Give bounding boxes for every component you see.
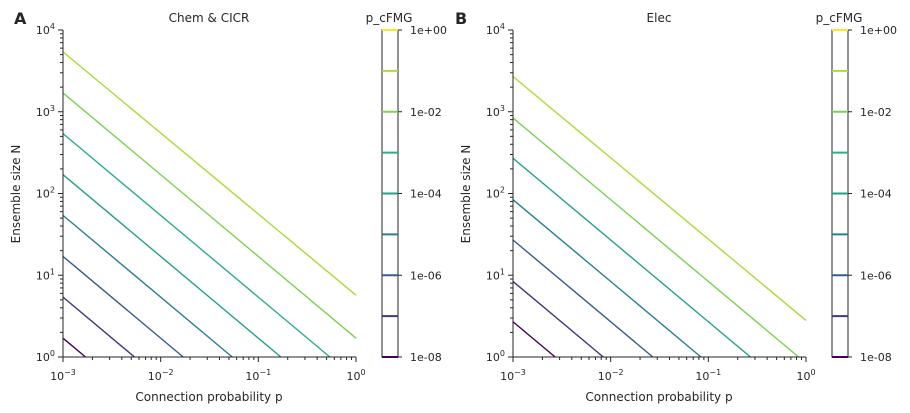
y-ticks-b: 100 101 102 103 104 — [486, 22, 513, 364]
x-tick-label-b-1: 10−2 — [598, 368, 624, 383]
colorbar-tick-label-b-3: 1e-06 — [860, 269, 892, 282]
y-axis-label-b: Ensemble size N — [459, 145, 473, 244]
y-tick-label-a-2: 102 — [36, 186, 55, 201]
x-tick-label-a-3: 100 — [346, 368, 365, 383]
series-line-a-2 — [62, 255, 184, 358]
series-layer-a — [62, 51, 357, 358]
y-ticks-a: 100 101 102 103 104 — [36, 22, 63, 364]
series-line-b-1 — [512, 280, 604, 358]
colorbar-tick-label-b-1: 1e-02 — [860, 106, 892, 119]
series-line-b-4 — [512, 157, 751, 358]
y-tick-label-b-3: 103 — [486, 104, 505, 119]
y-tick-label-b-1: 101 — [486, 267, 505, 282]
x-ticks-a: 10−3 10−2 10−1 100 — [50, 357, 366, 383]
x-tick-label-b-3: 100 — [796, 368, 815, 383]
colorbar-ticks-b: 1e+00 1e-02 1e-04 1e-06 1e-08 — [848, 24, 897, 364]
series-line-a-4 — [62, 174, 282, 358]
series-line-a-7 — [62, 51, 357, 296]
x-tick-label-a-0: 10−3 — [50, 368, 76, 383]
y-axis-label-a: Ensemble size N — [9, 145, 23, 244]
x-tick-label-a-1: 10−2 — [148, 368, 174, 383]
series-line-a-0 — [62, 337, 86, 358]
colorbar-levels-a — [382, 29, 398, 358]
series-line-b-5 — [512, 117, 800, 358]
x-ticks-b: 10−3 10−2 10−1 100 — [500, 357, 816, 383]
chart-title-b: Elec — [647, 11, 672, 25]
colorbar-a: p_cFMG 1e+00 1e-02 1e-04 1e-06 1e-08 — [366, 11, 447, 364]
series-line-a-5 — [62, 133, 331, 358]
y-tick-label-a-1: 101 — [36, 267, 55, 282]
y-tick-label-b-0: 100 — [486, 349, 505, 364]
panel-b: B Elec 100 101 102 103 104 10−3 10−2 10−1 100 C… — [455, 9, 897, 404]
plot-area-a: 100 101 102 103 104 10−3 10−2 10−1 100 — [36, 22, 366, 383]
series-line-a-3 — [62, 214, 233, 358]
series-line-a-6 — [62, 92, 357, 339]
colorbar-tick-label-b-4: 1e-08 — [860, 351, 892, 364]
series-line-a-1 — [62, 296, 135, 358]
series-layer-b — [512, 75, 807, 358]
y-tick-label-a-4: 104 — [36, 22, 55, 37]
colorbar-levels-b — [832, 29, 848, 358]
y-tick-label-b-4: 104 — [486, 22, 505, 37]
series-line-b-6 — [512, 75, 807, 321]
x-axis-label-b: Connection probability p — [585, 390, 732, 404]
panel-letter-b: B — [455, 9, 467, 28]
x-axis-label-a: Connection probability p — [135, 390, 282, 404]
colorbar-tick-label-a-3: 1e-06 — [410, 269, 442, 282]
series-line-b-2 — [512, 239, 654, 358]
series-line-b-0 — [512, 321, 556, 358]
x-tick-label-b-0: 10−3 — [500, 368, 526, 383]
y-tick-label-a-3: 103 — [36, 104, 55, 119]
plot-area-b: 100 101 102 103 104 10−3 10−2 10−1 100 — [486, 22, 816, 383]
colorbar-title-a: p_cFMG — [366, 11, 413, 25]
y-tick-label-a-0: 100 — [36, 349, 55, 364]
colorbar-tick-label-b-2: 1e-04 — [860, 188, 892, 201]
colorbar-title-b: p_cFMG — [816, 11, 863, 25]
colorbar-b: p_cFMG 1e+00 1e-02 1e-04 1e-06 1e-08 — [816, 11, 897, 364]
panel-letter-a: A — [14, 9, 27, 28]
x-tick-label-a-2: 10−1 — [245, 368, 271, 383]
colorbar-tick-label-a-4: 1e-08 — [410, 351, 442, 364]
colorbar-ticks-a: 1e+00 1e-02 1e-04 1e-06 1e-08 — [398, 24, 447, 364]
colorbar-tick-label-b-0: 1e+00 — [860, 24, 897, 37]
colorbar-tick-label-a-1: 1e-02 — [410, 106, 442, 119]
series-line-b-3 — [512, 199, 702, 358]
colorbar-tick-label-a-2: 1e-04 — [410, 188, 442, 201]
chart-title-a: Chem & CICR — [169, 11, 250, 25]
colorbar-tick-label-a-0: 1e+00 — [410, 24, 447, 37]
y-tick-label-b-2: 102 — [486, 186, 505, 201]
x-tick-label-b-2: 10−1 — [695, 368, 721, 383]
